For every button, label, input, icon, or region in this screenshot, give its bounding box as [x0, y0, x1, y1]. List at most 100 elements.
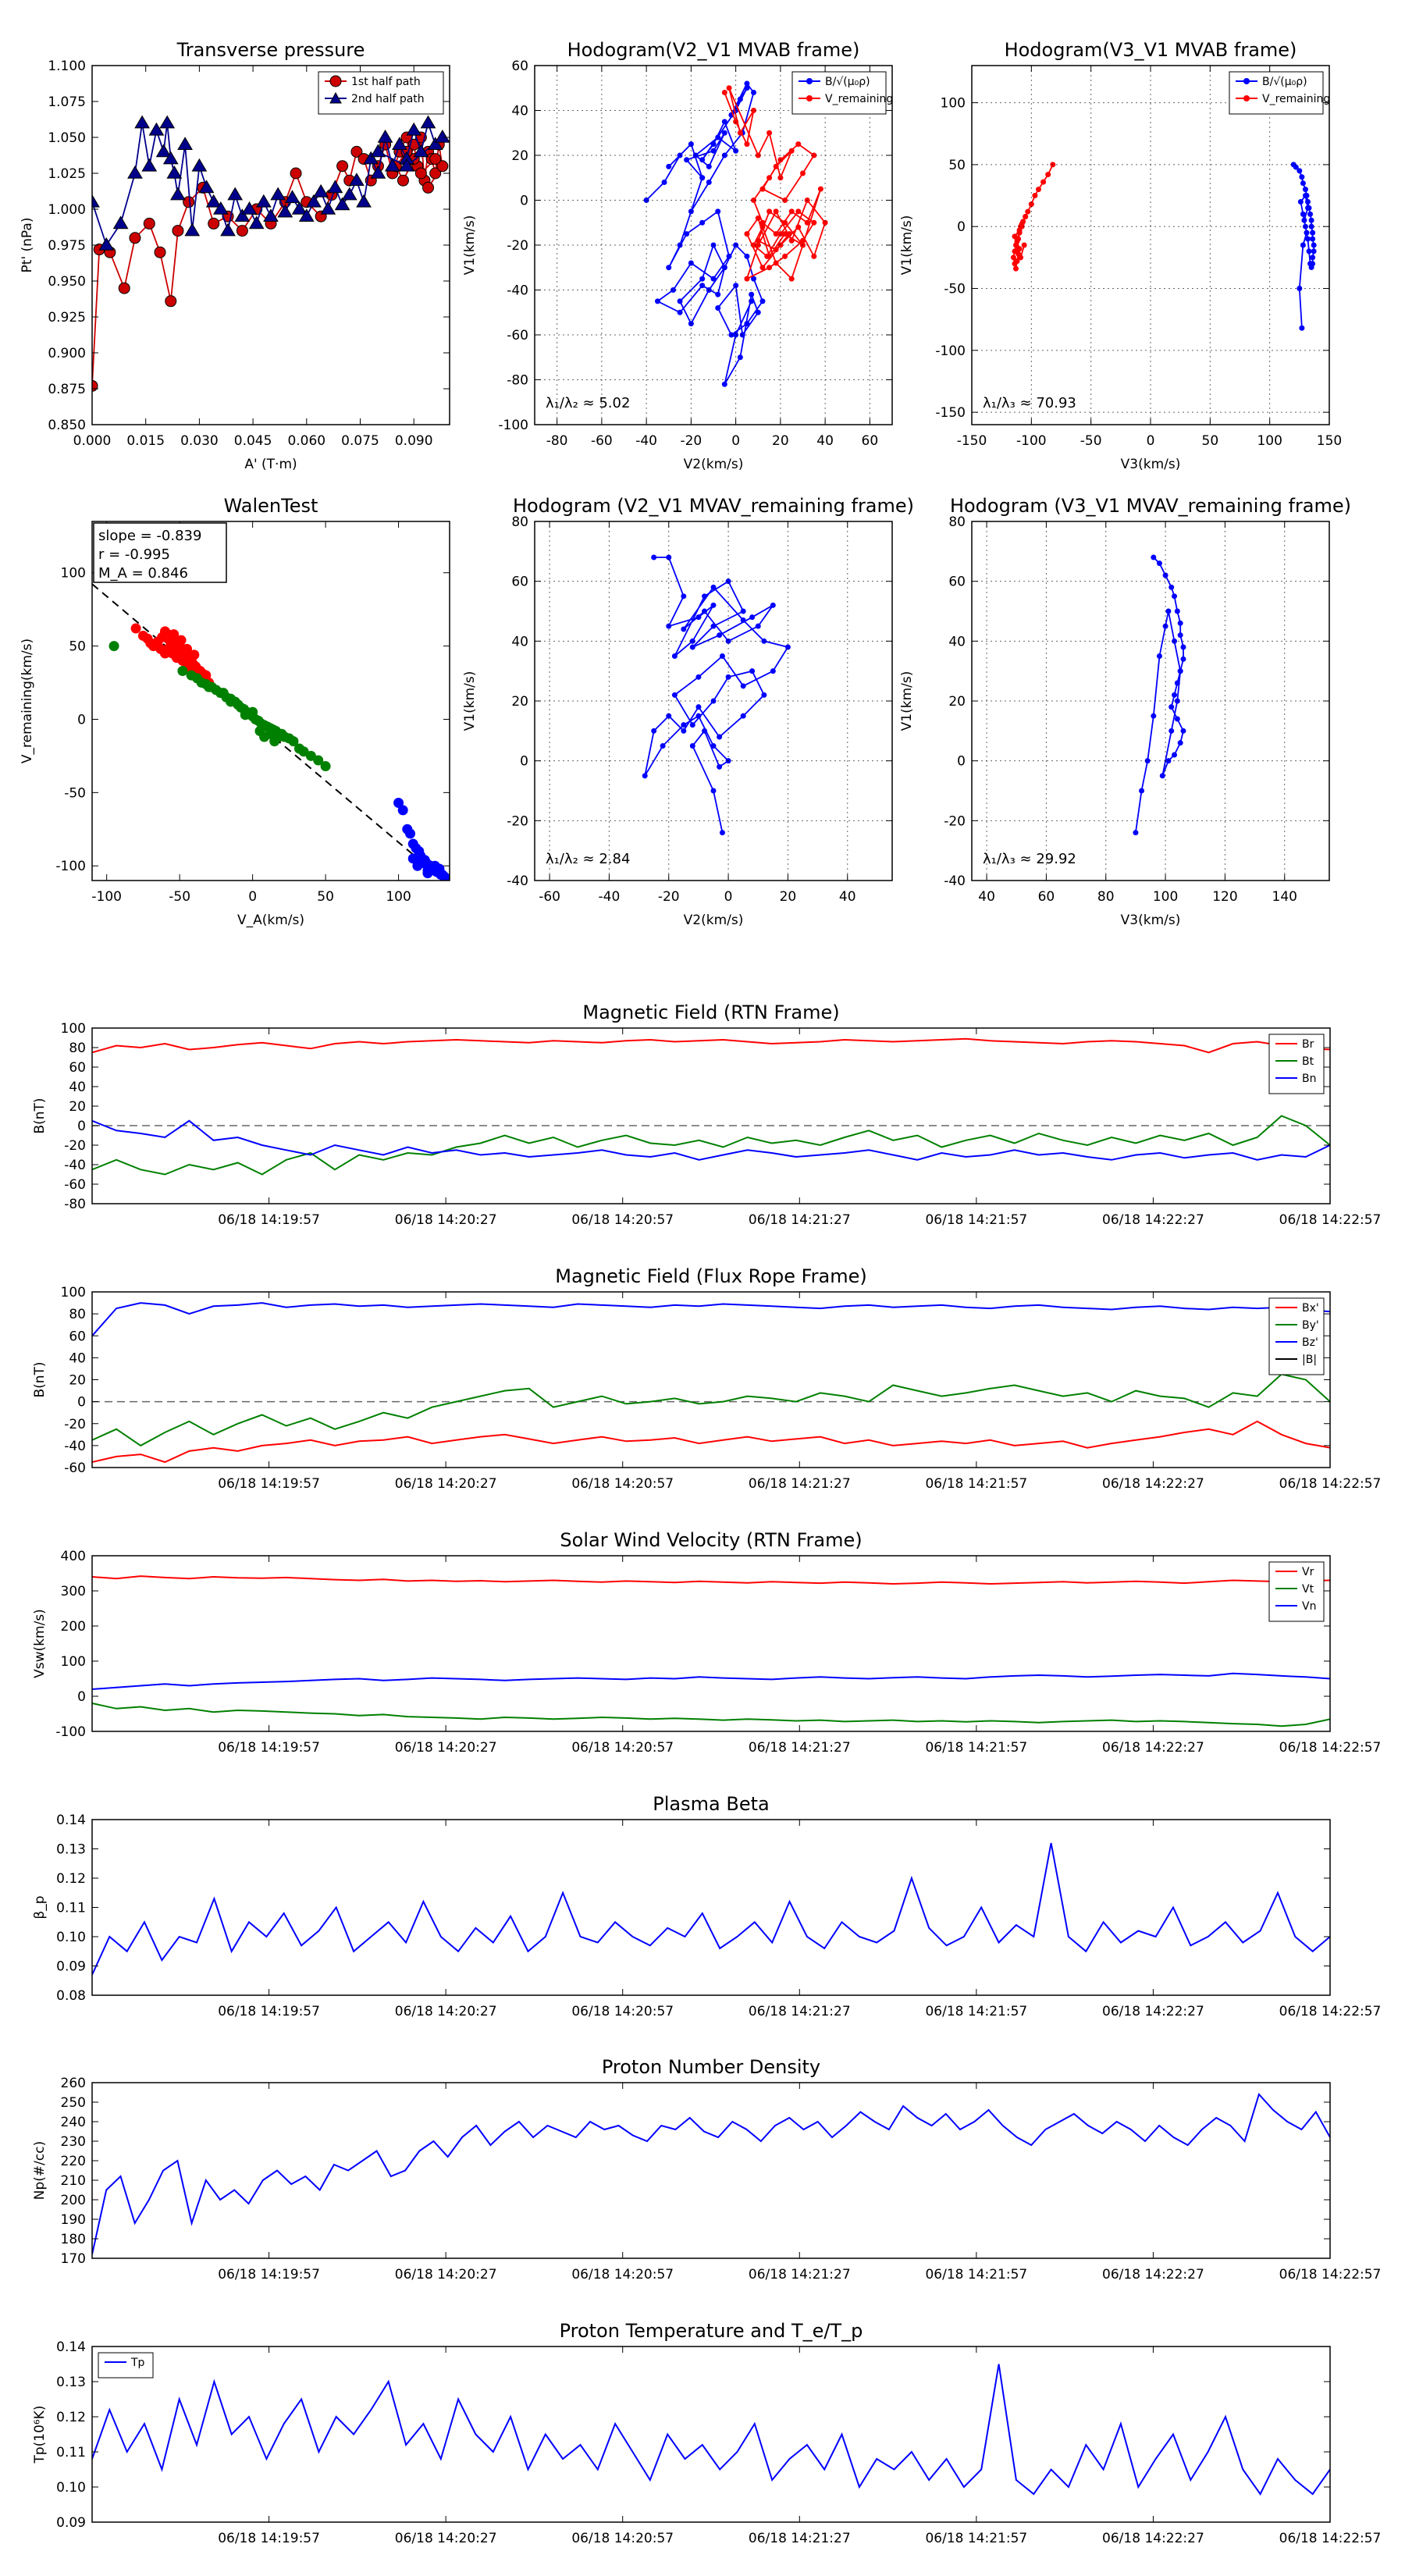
x-tick-label: 06/18 14:19:57: [218, 2004, 320, 2019]
data-point: [1165, 758, 1172, 764]
legend-label: Bn: [1302, 1073, 1316, 1085]
x-tick-label: -60: [539, 889, 560, 905]
chart-title: Proton Temperature and T_e/T_p: [560, 2320, 863, 2342]
y-tick-label: 20: [511, 694, 528, 710]
chart-title: Transverse pressure: [176, 39, 365, 61]
data-point: [804, 219, 810, 226]
data-point: [1311, 242, 1317, 248]
data-point: [177, 666, 188, 677]
data-point: [689, 638, 695, 644]
data-point: [725, 578, 731, 585]
data-point: [684, 231, 690, 237]
x-tick-label: 06/18 14:19:57: [218, 1212, 320, 1228]
legend-marker: [1243, 95, 1250, 101]
data-point: [370, 144, 386, 158]
data-point: [1165, 608, 1172, 614]
chart-hodo1: Hodogram(V2_V1 MVAB frame) -100 -80 -60 -40 -…: [462, 39, 893, 472]
data-point: [255, 194, 272, 208]
x-tick-label: 06/18 14:21:57: [925, 2531, 1027, 2546]
x-tick-label: 06/18 14:20:27: [395, 1212, 497, 1228]
data-point: [733, 119, 739, 125]
x-tick-label: 06/18 14:21:57: [925, 1476, 1027, 1492]
series-Np: [92, 2093, 1330, 2255]
stats-box: [93, 522, 227, 583]
chart-hodo2: Hodogram(V3_V1 MVAB frame) -150 -100 -50 0 50…: [899, 39, 1342, 472]
data-point: [654, 298, 660, 304]
y-tick-label: 0.10: [56, 2480, 86, 2496]
data-point: [744, 276, 750, 282]
data-point: [1180, 656, 1186, 662]
data-point: [717, 763, 723, 770]
y-tick-label: 0: [520, 194, 528, 209]
data-point: [166, 165, 183, 179]
x-tick-label: 0.030: [180, 433, 219, 449]
x-tick-label: 06/18 14:19:57: [218, 1476, 320, 1492]
y-tick-label: -40: [507, 283, 528, 299]
data-point: [782, 219, 788, 226]
data-point: [688, 141, 694, 148]
data-point: [800, 237, 806, 244]
data-point: [773, 163, 779, 169]
data-point: [1174, 608, 1180, 614]
data-point: [1177, 668, 1183, 674]
plot-layer: [1133, 554, 1186, 836]
axes-frame: [91, 1027, 1331, 1204]
data-point: [719, 653, 725, 659]
data-point: [695, 704, 702, 710]
y-tick-label: 40: [511, 104, 528, 119]
series-line: [92, 1420, 1330, 1464]
data-point: [298, 208, 315, 222]
data-point: [189, 649, 200, 660]
y-tick-label: -50: [944, 282, 966, 297]
plot-area: [92, 2083, 1330, 2258]
data-point: [1144, 758, 1151, 764]
x-tick-label: -20: [680, 433, 702, 449]
y-tick-label: -100: [935, 343, 966, 359]
data-point: [782, 197, 788, 203]
data-point: [761, 638, 767, 644]
data-point: [671, 692, 678, 698]
legend-label: Vr: [1302, 1566, 1314, 1578]
chart-title: Magnetic Field (RTN Frame): [582, 1002, 839, 1023]
y-tick-label: 1.075: [48, 94, 86, 110]
data-point: [436, 160, 449, 173]
x-tick-label: 06/18 14:22:57: [1279, 1212, 1382, 1228]
y-axis-label: β_p: [32, 1895, 48, 1919]
axes-frame: [971, 521, 1330, 881]
data-point: [755, 152, 761, 158]
chart-walen: WalenTest -100 -50 0 50 100 -100 -50 0 50 100 V_A(k…: [20, 495, 450, 928]
legend-label: Vn: [1302, 1600, 1316, 1613]
data-point: [721, 130, 727, 136]
x-tick-label: 06/18 14:22:57: [1279, 2004, 1382, 2019]
data-point: [130, 623, 141, 634]
legend-box: [98, 2352, 154, 2379]
data-point: [759, 224, 766, 230]
data-point: [1302, 193, 1308, 199]
data-point: [127, 165, 143, 179]
data-point: [336, 160, 349, 173]
series-line: [646, 82, 764, 385]
data-point: [234, 208, 251, 222]
data-point: [1311, 248, 1317, 254]
data-point: [795, 224, 802, 230]
legend-label: V_remaining: [1262, 93, 1330, 105]
y-tick-label: 0.950: [48, 274, 86, 290]
x-tick-label: 06/18 14:21:27: [749, 2267, 851, 2282]
x-tick-label: 06/18 14:21:57: [925, 1740, 1027, 1756]
y-tick-label: -20: [507, 813, 528, 829]
legend-label: V_remaining: [825, 93, 893, 105]
y-tick-label: -100: [55, 1724, 86, 1740]
data-point: [1159, 773, 1165, 779]
data-point: [263, 208, 279, 222]
y-tick-label: 0: [957, 754, 966, 770]
data-point: [737, 130, 743, 136]
data-point: [788, 148, 795, 154]
data-point: [699, 219, 706, 226]
stats-line: r = -0.995: [98, 546, 170, 563]
y-tick-label: 0: [77, 1395, 86, 1411]
axes-frame: [91, 65, 450, 425]
series-green: [108, 641, 331, 772]
y-tick-label: -60: [64, 1177, 86, 1193]
data-point: [429, 167, 442, 180]
y-tick-label: -50: [64, 785, 86, 801]
